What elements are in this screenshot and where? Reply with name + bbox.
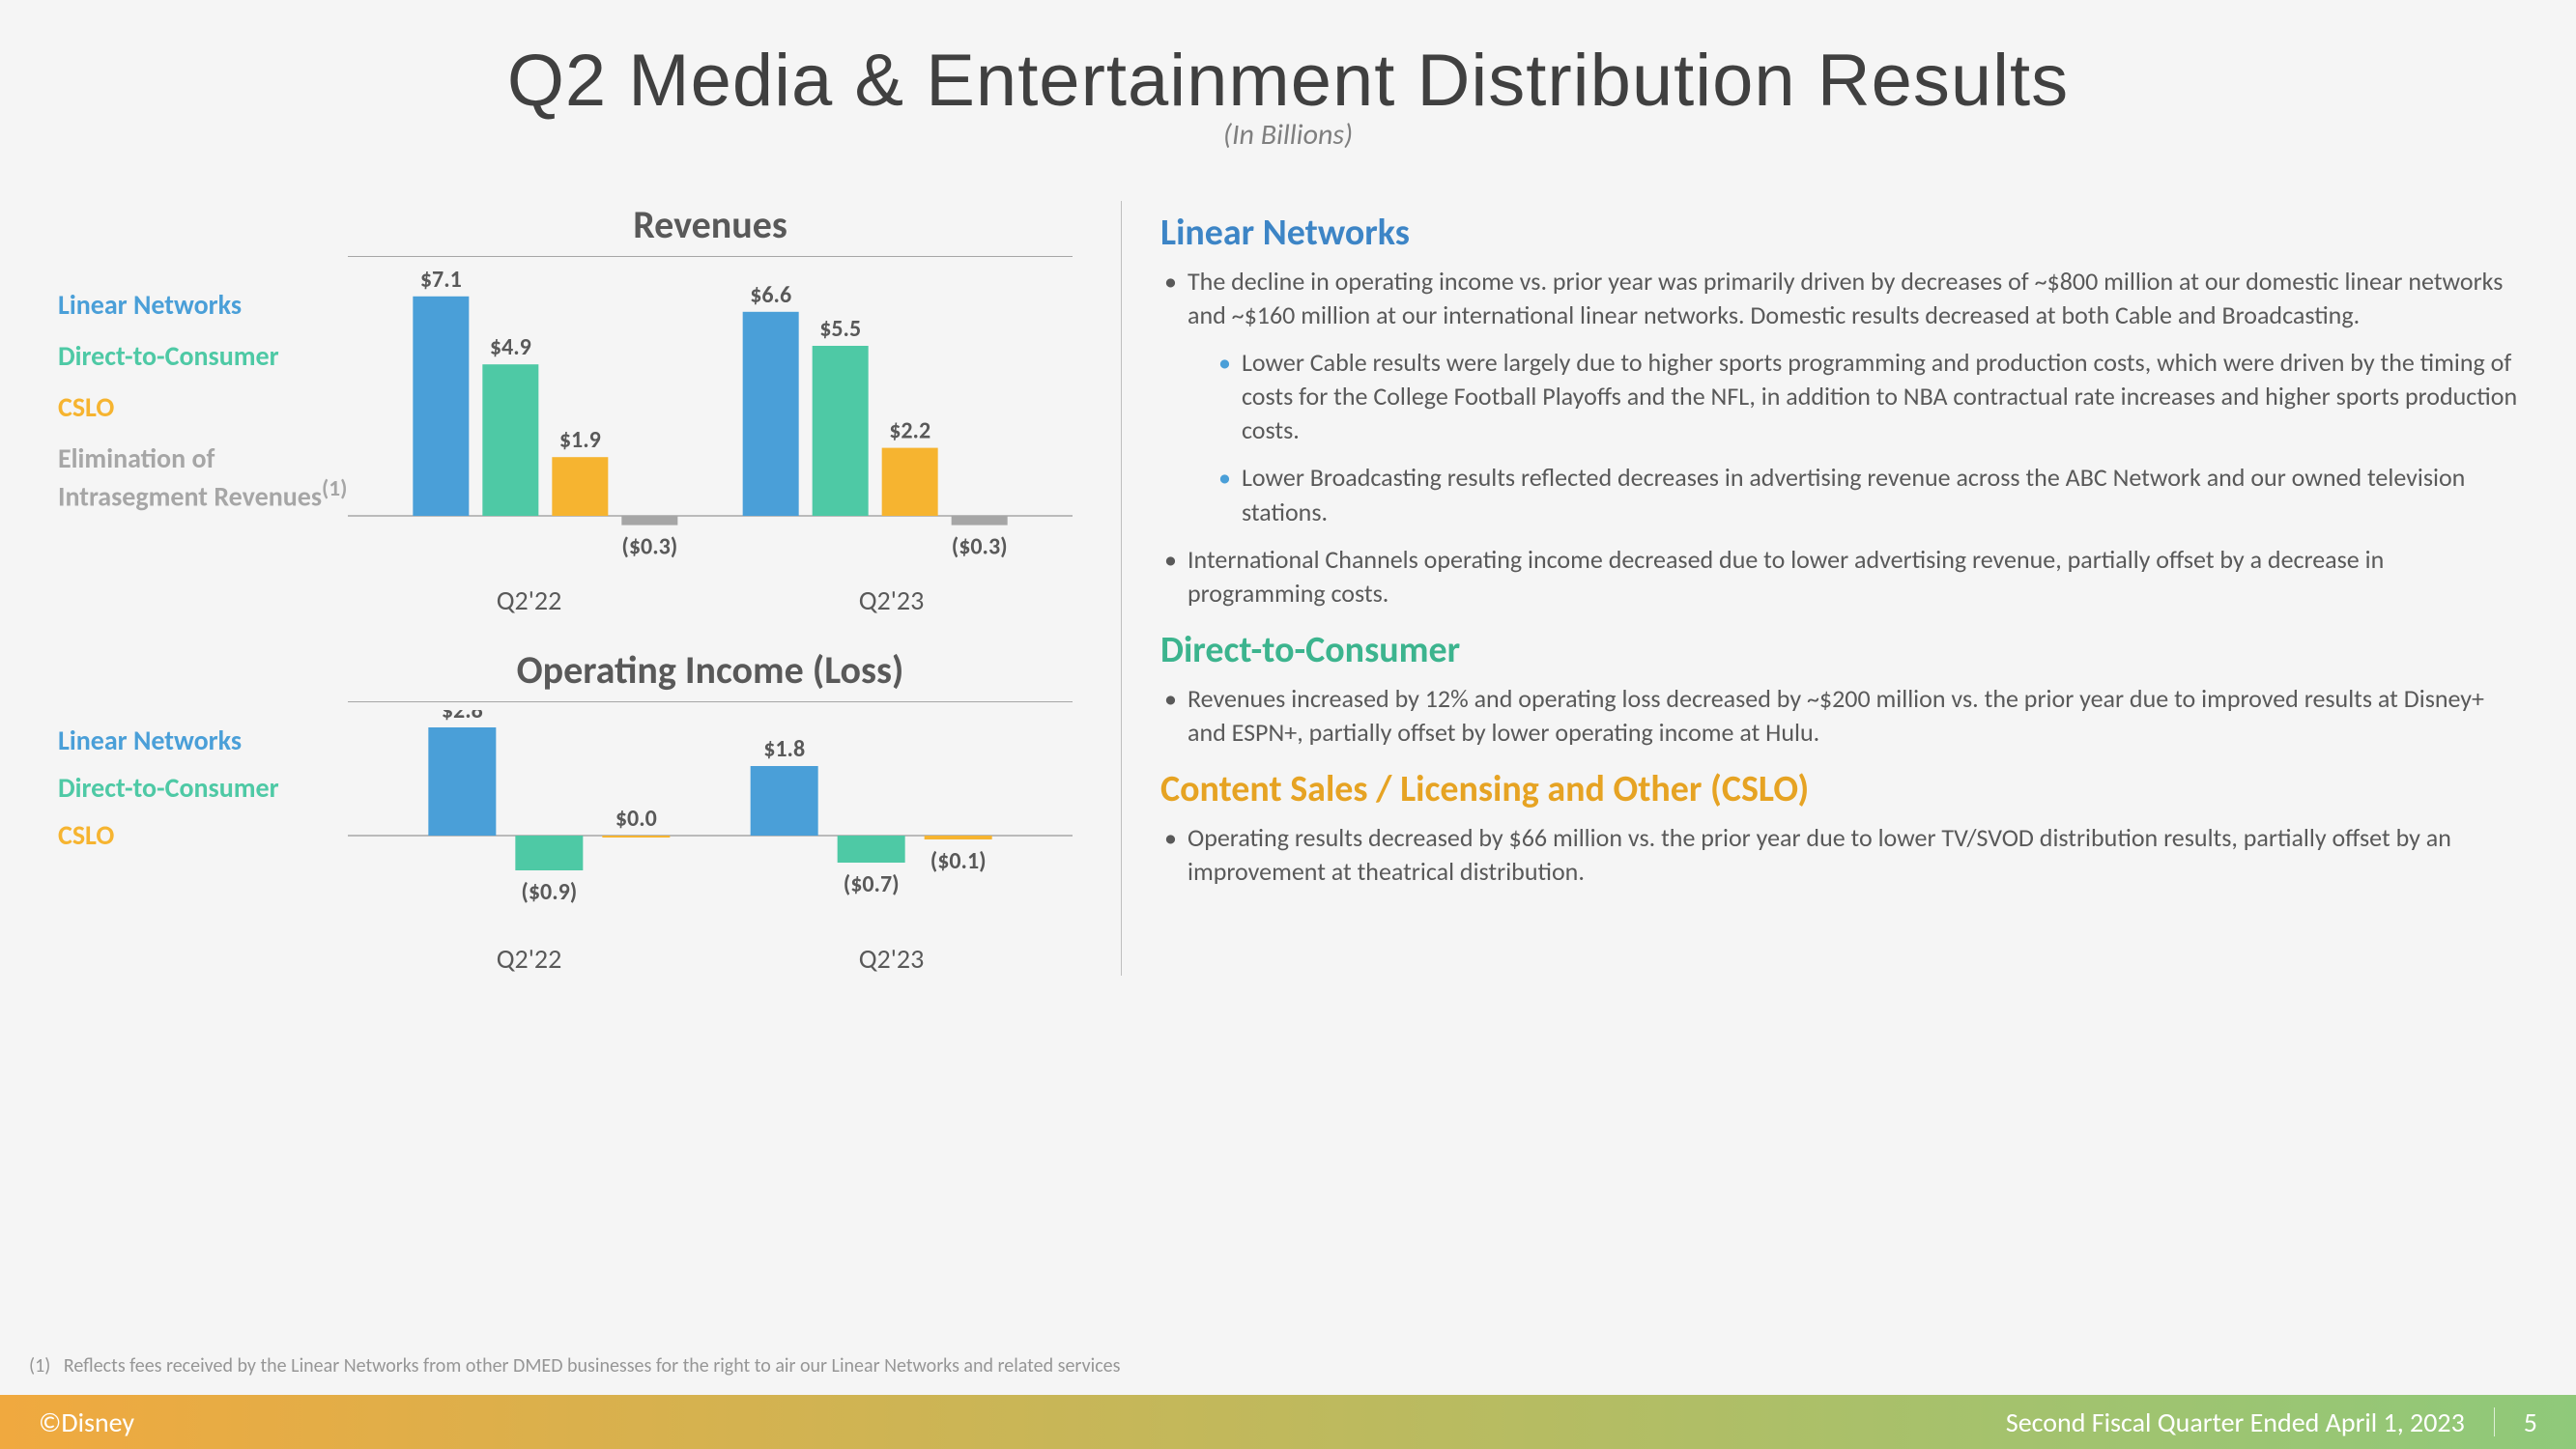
slide-subtitle: (In Billions) (58, 117, 2518, 153)
bar-linear_networks (751, 766, 818, 836)
bar-elimination (621, 516, 677, 526)
bar-label: $6.6 (750, 281, 791, 309)
bar-cslo (925, 836, 992, 839)
content-area: Linear Networks Direct-to-Consumer CSLO … (58, 201, 2518, 976)
legend-elimination-text: Elimination of Intrasegment Revenues (58, 441, 322, 513)
footer-period: Second Fiscal Quarter Ended April 1, 202… (2006, 1406, 2465, 1439)
footer-divider (2494, 1407, 2495, 1436)
bar-label: ($0.3) (952, 533, 1008, 561)
operating-chart-wrap: Operating Income (Loss) $2.8 ($0.9) $0.0 $1… (348, 646, 1073, 976)
legend-elimination-sup: (1) (322, 475, 347, 502)
operating-chart: $2.8 ($0.9) $0.0 $1.8 ($0.7) ($0.1) (348, 710, 1073, 942)
linear-bullets: The decline in operating income vs. prio… (1160, 265, 2518, 611)
bar-label: $0.0 (615, 805, 657, 833)
legend-cslo: CSLO (58, 390, 348, 424)
bullet: The decline in operating income vs. prio… (1160, 265, 2518, 529)
bar-label: $2.8 (442, 710, 483, 724)
bar-dtc (482, 364, 538, 516)
heading-cslo: Content Sales / Licensing and Other (CSL… (1160, 767, 2518, 811)
linear-sub-bullets: Lower Cable results were largely due to … (1188, 346, 2518, 528)
bar-cslo (602, 836, 670, 838)
footer-page-number: 5 (2524, 1406, 2537, 1439)
bar-label: $4.9 (490, 333, 531, 361)
footnote-marker: (1) (29, 1354, 50, 1378)
revenues-chart: $7.1 $4.9 $1.9 ($0.3) $6.6 $5.5 $2.2 ($0.3) (348, 265, 1073, 593)
footer-bar: ©Disney Second Fiscal Quarter Ended Apri… (0, 1395, 2576, 1449)
legend-dtc: Direct-to-Consumer (58, 771, 348, 805)
legend-linear-networks: Linear Networks (58, 724, 348, 757)
bar-label: $7.1 (420, 266, 462, 294)
heading-dtc: Direct-to-Consumer (1160, 628, 2518, 672)
bullet: Operating results decreased by $66 milli… (1160, 821, 2518, 889)
bar-label: $1.9 (559, 426, 601, 454)
bar-cslo (552, 457, 608, 516)
bar-label: ($0.1) (930, 847, 987, 875)
legend-dtc: Direct-to-Consumer (58, 339, 348, 373)
heading-linear-networks: Linear Networks (1160, 211, 2518, 255)
bullet-text: The decline in operating income vs. prio… (1188, 266, 2503, 330)
footer-left: ©Disney (39, 1406, 134, 1439)
dtc-bullets: Revenues increased by 12% and operating … (1160, 682, 2518, 750)
left-column: Linear Networks Direct-to-Consumer CSLO … (58, 201, 1073, 976)
bar-linear_networks (413, 297, 469, 516)
legend-elimination: Elimination of Intrasegment Revenues(1) (58, 441, 348, 513)
slide: Q2 Media & Entertainment Distribution Re… (0, 0, 2576, 1449)
bar-label: $2.2 (889, 417, 930, 445)
revenues-legend: Linear Networks Direct-to-Consumer CSLO … (58, 201, 348, 513)
operating-legend: Linear Networks Direct-to-Consumer CSLO (58, 646, 348, 852)
bar-label: $5.5 (819, 315, 861, 343)
period-label: Q2'23 (859, 942, 925, 976)
bar-linear_networks (743, 312, 799, 516)
footnote: (1) Reflects fees received by the Linear… (29, 1354, 1120, 1378)
revenues-title: Revenues (348, 201, 1073, 257)
bar-linear_networks (428, 727, 496, 836)
bar-label: ($0.3) (621, 533, 677, 561)
bar-elimination (952, 516, 1008, 526)
operating-title: Operating Income (Loss) (348, 646, 1073, 702)
bar-dtc (838, 836, 905, 863)
bar-dtc (813, 346, 869, 516)
operating-block: Linear Networks Direct-to-Consumer CSLO … (58, 646, 1073, 976)
revenues-chart-area: $7.1$4.9$1.9($0.3)$6.6$5.5$2.2($0.3) (348, 265, 1073, 535)
bar-cslo (882, 448, 938, 516)
sub-bullet: Lower Cable results were largely due to … (1188, 346, 2518, 447)
period-label: Q2'22 (497, 942, 562, 976)
legend-linear-networks: Linear Networks (58, 288, 348, 322)
bar-label: ($0.9) (521, 878, 577, 906)
slide-title: Q2 Media & Entertainment Distribution Re… (58, 39, 2518, 123)
revenues-chart-wrap: Revenues $7.1 $4.9 $1.9 ($0.3) $6.6 $5.5 $2.2 (… (348, 201, 1073, 617)
cslo-bullets: Operating results decreased by $66 milli… (1160, 821, 2518, 889)
bullet: Revenues increased by 12% and operating … (1160, 682, 2518, 750)
footnote-text: Reflects fees received by the Linear Net… (64, 1354, 1121, 1378)
bar-label: ($0.7) (844, 870, 900, 898)
footer-right: Second Fiscal Quarter Ended April 1, 202… (2006, 1406, 2537, 1439)
legend-cslo: CSLO (58, 818, 348, 852)
right-column: Linear Networks The decline in operating… (1121, 201, 2518, 976)
sub-bullet: Lower Broadcasting results reflected dec… (1188, 461, 2518, 528)
bullet: International Channels operating income … (1160, 543, 2518, 611)
operating-period-labels: Q2'22 Q2'23 (348, 942, 1073, 976)
bar-label: $1.8 (763, 735, 805, 763)
operating-chart-area: $2.8 ($0.9) $0.0 $1.8 ($0.7) ($0.1) (348, 710, 1073, 903)
revenues-block: Linear Networks Direct-to-Consumer CSLO … (58, 201, 1073, 617)
bar-dtc (515, 836, 583, 870)
